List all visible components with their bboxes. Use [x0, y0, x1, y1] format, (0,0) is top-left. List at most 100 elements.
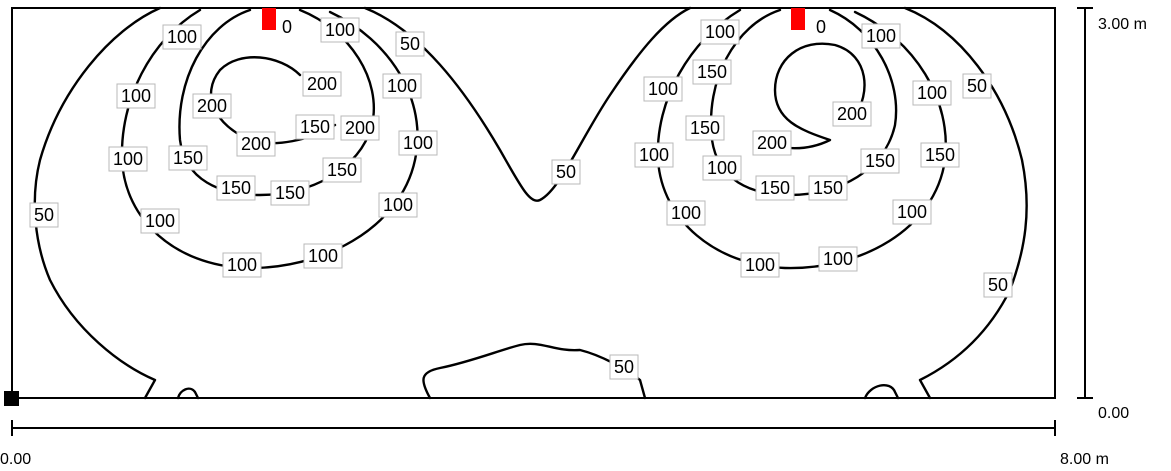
contour-label-text: 50	[988, 275, 1008, 295]
contour-label-box	[861, 23, 901, 49]
y-height-label: 3.00 m	[1098, 16, 1147, 33]
contour-label: 200	[752, 130, 792, 156]
contour-label-text: 150	[865, 151, 895, 171]
contour-label-text: 100	[745, 255, 775, 275]
contour-label-text: 100	[308, 246, 338, 266]
contour-label: 100	[382, 73, 422, 99]
contour-label: 200	[236, 131, 276, 157]
contour-label-text: 150	[925, 145, 955, 165]
contour-label: 0	[282, 17, 292, 37]
contour-label: 150	[808, 175, 848, 201]
contour-label-text: 150	[690, 118, 720, 138]
contour-label-box	[302, 71, 342, 97]
contour-label: 100	[912, 80, 952, 106]
contour-label-text: 50	[400, 34, 420, 54]
contour-label: 150	[322, 157, 362, 183]
contour-label-box	[395, 31, 425, 57]
contour-label: 150	[216, 175, 256, 201]
contour-label-text: 200	[307, 74, 337, 94]
contour-label-box	[808, 175, 848, 201]
y-dimension-axis: 3.00 m 0.00	[1077, 7, 1147, 422]
contour-label: 100	[740, 252, 780, 278]
room-boundary	[11, 7, 1056, 399]
contour-label-text: 100	[897, 202, 927, 222]
luminaire-right	[791, 8, 805, 30]
contour-label-text: 200	[757, 133, 787, 153]
contour-label-box	[398, 130, 438, 156]
contour-label-text: 150	[760, 178, 790, 198]
contour-label-text: 100	[145, 211, 175, 231]
contour-50-right	[903, 6, 1028, 400]
contour-label-text: 200	[345, 118, 375, 138]
contour-label: 100	[303, 243, 343, 269]
contour-label-box	[920, 142, 960, 168]
contour-label-text: 150	[173, 148, 203, 168]
contour-label-text: 100	[917, 83, 947, 103]
contour-label-box	[162, 24, 202, 50]
contour-lines	[33, 6, 1028, 400]
contour-label: 150	[295, 114, 335, 140]
contour-label: 150	[685, 115, 725, 141]
contour-200-right	[768, 42, 866, 150]
contour-label-text: 50	[556, 162, 576, 182]
contour-label-text: 150	[221, 178, 251, 198]
contour-label-text: 100	[227, 255, 257, 275]
contour-label-text: 200	[197, 96, 227, 116]
contour-label: 200	[832, 101, 872, 127]
contour-label: 100	[666, 200, 706, 226]
contour-label-box	[755, 175, 795, 201]
contour-label-text: 100	[167, 27, 197, 47]
contour-label: 150	[755, 175, 795, 201]
contour-label: 100	[162, 24, 202, 50]
contour-label-text: 100	[113, 149, 143, 169]
contour-label-text: 100	[707, 158, 737, 178]
contour-label-box	[322, 157, 362, 183]
contour-label: 100	[320, 17, 360, 43]
contour-label-box	[320, 17, 360, 43]
contour-150-left	[178, 8, 375, 197]
contour-label: 100	[643, 76, 683, 102]
contour-50-bump-left	[176, 387, 200, 400]
contour-label: 50	[609, 354, 639, 380]
contour-label-box	[216, 175, 256, 201]
contour-label-text: 50	[614, 357, 634, 377]
contour-label-box	[752, 130, 792, 156]
contour-label-box	[912, 80, 952, 106]
contour-label-box	[140, 208, 180, 234]
contour-label: 200	[192, 93, 232, 119]
contour-label-text: 100	[671, 203, 701, 223]
contour-label: 0	[816, 17, 826, 37]
contour-label-box	[962, 73, 992, 99]
contour-label-text: 100	[387, 76, 417, 96]
contour-label-box	[192, 93, 232, 119]
y-origin-label: 0.00	[1098, 405, 1129, 422]
contour-label-box	[702, 155, 742, 181]
contour-label-text: 100	[648, 79, 678, 99]
contour-label-text: 100	[121, 86, 151, 106]
origin-marker	[4, 391, 19, 406]
contour-label-box	[168, 145, 208, 171]
contour-label: 100	[700, 19, 740, 45]
contour-label: 100	[892, 199, 932, 225]
contour-label-box	[378, 192, 418, 218]
luminaire-left	[262, 8, 276, 30]
contour-label-box	[692, 59, 732, 85]
contour-label-box	[832, 101, 872, 127]
contour-label-box	[643, 76, 683, 102]
contour-label: 150	[692, 59, 732, 85]
contour-label-text: 100	[325, 20, 355, 40]
contour-label-box	[609, 354, 639, 380]
contour-label: 100	[634, 142, 674, 168]
contour-label: 100	[818, 246, 858, 272]
contour-label: 100	[398, 130, 438, 156]
contour-label-box	[116, 83, 156, 109]
contour-label-text: 150	[813, 178, 843, 198]
contour-label-box	[740, 252, 780, 278]
contour-label-box	[892, 199, 932, 225]
contour-label-text: 50	[34, 205, 54, 225]
contour-label-box	[340, 115, 380, 141]
contour-label: 50	[983, 272, 1013, 298]
contour-label-box	[29, 202, 59, 228]
contour-label-box	[685, 115, 725, 141]
